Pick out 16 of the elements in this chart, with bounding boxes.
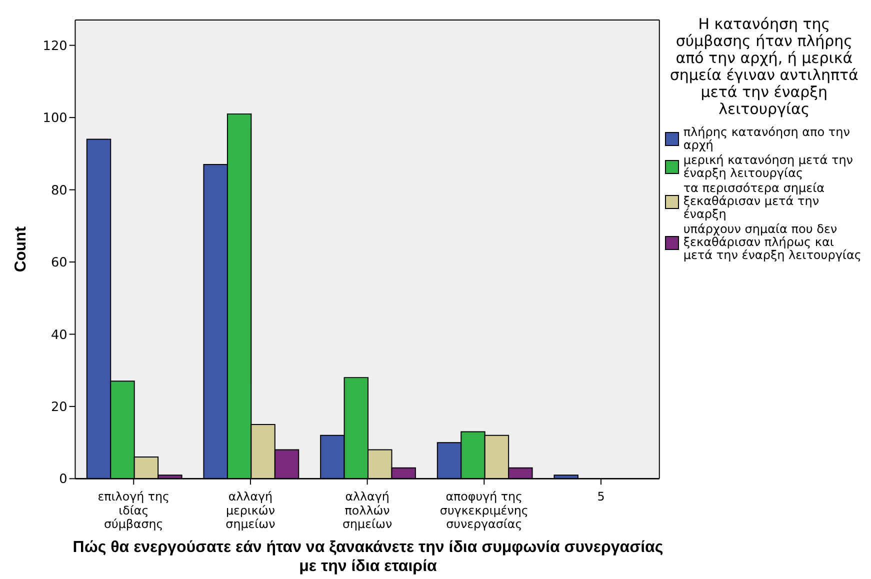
legend-title: Η κατανόηση της σύμβασης ήταν πλήρης από την αρχή, ή μερικά σημεία έγιναν αντιληπτά μετά την έναρξη λειτουργίας xyxy=(668,15,860,118)
y-axis-title: Count xyxy=(12,226,30,272)
x-tick-label: αλλαγή μερικών σημείων xyxy=(226,489,276,532)
legend-label: υπάρχουν σημαία που δεν ξεκαθάρισαν πλήρως και μετά την έναρξη λειτουργίας xyxy=(683,222,862,262)
y-tick-label: 20 xyxy=(50,400,68,416)
y-tick-label: 100 xyxy=(42,111,68,126)
y-tick-label: 60 xyxy=(50,256,68,271)
y-tick-label: 80 xyxy=(50,183,68,198)
x-tick-label: επιλογή της ιδίας σύμβασης xyxy=(98,489,170,532)
x-tick-label: 5 xyxy=(597,489,605,504)
x-axis-title: Πώς θα ενεργούσατε εάν ήταν να ξανακάνετε την ίδια συμφωνία συνεργασίας με την ίδια εταιρία xyxy=(72,538,664,576)
y-tick-label: 40 xyxy=(50,328,68,343)
x-tick-label: αποφυγή της συγκεκριμένης συνεργασίας xyxy=(440,489,528,532)
y-tick-label: 120 xyxy=(42,38,68,54)
x-tick-label: αλλαγή πολλών σημείων xyxy=(342,489,392,532)
y-tick-label: 0 xyxy=(59,472,68,488)
